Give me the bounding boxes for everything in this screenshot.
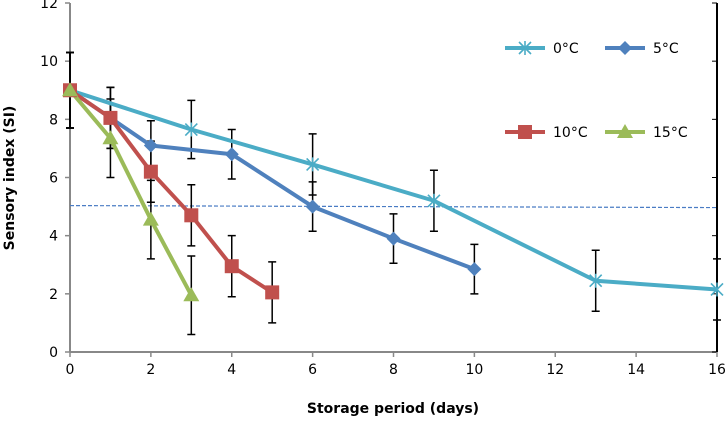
legend-label-5c: 5°C: [653, 41, 679, 57]
data-point-15c: [183, 287, 200, 302]
legend-marker-15c: [617, 124, 633, 138]
data-point-10c: [184, 208, 199, 223]
data-point-10c: [143, 164, 158, 179]
series-lines: [68, 88, 718, 297]
x-tick-label: 6: [308, 362, 317, 378]
y-tick-label: 4: [49, 229, 58, 245]
x-tick-label: 16: [708, 362, 726, 378]
error-bars: [66, 51, 721, 336]
reference-line-group: [69, 204, 718, 209]
x-tick-label: 0: [66, 362, 75, 378]
data-point-0c: [589, 273, 603, 288]
data-point-5c: [224, 147, 239, 162]
data-point-0c: [184, 122, 198, 137]
series-line-0c: [69, 88, 718, 292]
y-tick-label: 8: [49, 112, 58, 128]
legend: 0°C 5°C 10°C 15°C: [505, 41, 688, 141]
y-axis-label: Sensory index (SI): [2, 106, 18, 251]
data-point-15c: [62, 82, 78, 97]
x-tick-label: 14: [627, 362, 645, 378]
data-point-5c: [467, 262, 482, 277]
axes: 0 2 4 6 8 10 12 0 2 4 6 8 10 12 14 16: [40, 0, 726, 378]
data-point-15c: [142, 211, 159, 226]
series-line-10c: [68, 88, 274, 295]
x-axis-label: Storage period (days): [307, 401, 479, 417]
data-point-0c: [306, 157, 320, 172]
y-tick-label: 12: [40, 0, 58, 12]
y-tick-label: 6: [49, 171, 58, 187]
data-point-10c: [224, 259, 239, 274]
data-point-10c: [265, 285, 280, 300]
legend-label-15c: 15°C: [653, 125, 688, 141]
series-line-15c: [68, 88, 194, 297]
y-tick-label: 10: [40, 54, 58, 70]
legend-marker-0c: [518, 41, 532, 55]
reference-line: [69, 204, 718, 209]
data-point-5c: [143, 138, 158, 153]
data-point-5c: [386, 231, 401, 246]
series-markers: [62, 82, 724, 302]
legend-marker-10c: [518, 125, 532, 139]
data-point-0c: [427, 193, 441, 208]
x-tick-label: 12: [546, 362, 564, 378]
legend-marker-5c: [618, 41, 632, 55]
data-point-5c: [305, 199, 320, 214]
legend-label-0c: 0°C: [553, 41, 579, 57]
x-tick-label: 2: [146, 362, 155, 378]
data-point-15c: [102, 130, 119, 145]
y-tick-label: 2: [49, 287, 58, 303]
data-point-10c: [103, 110, 118, 125]
x-tick-label: 4: [227, 362, 236, 378]
x-tick-label: 8: [389, 362, 398, 378]
x-tick-label: 10: [465, 362, 483, 378]
y-tick-label: 0: [49, 345, 58, 361]
legend-label-10c: 10°C: [553, 125, 588, 141]
data-point-0c: [710, 282, 724, 297]
